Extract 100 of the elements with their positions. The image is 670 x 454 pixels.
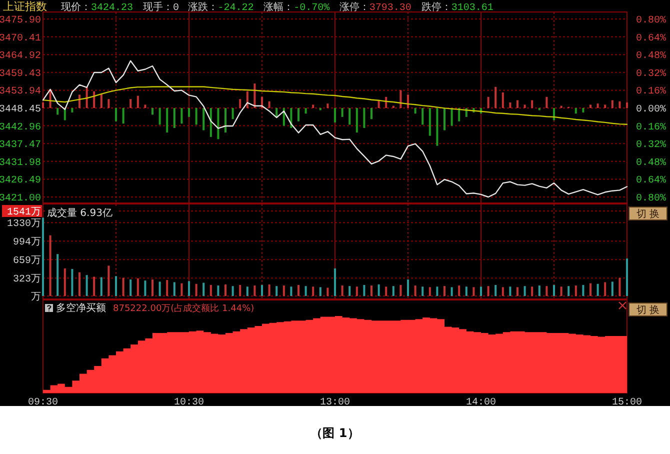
bar [122, 108, 124, 124]
bar [100, 277, 102, 296]
text: 现价：3424.23 [61, 1, 134, 14]
bar [450, 287, 453, 296]
y2-tick-label: 0.32% [636, 68, 666, 80]
bar [502, 92, 504, 108]
y-tick-label: 3459.43 [0, 68, 41, 80]
bar [516, 287, 518, 296]
y-tick-label: 3453.94 [0, 86, 41, 98]
bar [319, 287, 322, 296]
bar [611, 100, 614, 108]
y2-tick-label: 0.16% [636, 122, 666, 134]
bar [108, 99, 110, 108]
y2-tick-label: 0.16% [636, 86, 666, 98]
bar [618, 278, 621, 296]
bar [590, 283, 592, 296]
bar [312, 286, 314, 296]
bar [472, 287, 475, 296]
bar [173, 282, 176, 296]
bar [210, 108, 212, 137]
bar [268, 284, 270, 296]
bar [93, 276, 96, 296]
switch-button: 切 换 [628, 302, 668, 316]
y-tick-label: 3437.47 [0, 140, 41, 152]
bar [582, 284, 584, 296]
bar [531, 100, 534, 108]
bar [108, 266, 110, 296]
bar [356, 108, 358, 132]
y2-tick-label: 0.00% [636, 104, 666, 116]
y2-tick-label: 0.32% [636, 140, 666, 152]
bar [400, 90, 402, 108]
y-tick-label: 3442.96 [0, 122, 41, 134]
bar [604, 282, 606, 296]
bar [341, 108, 344, 117]
bar [42, 218, 44, 296]
bar [458, 286, 460, 296]
bar [465, 286, 468, 296]
bar [78, 94, 80, 108]
bar [524, 286, 526, 296]
bar [370, 108, 372, 120]
bar [166, 108, 168, 132]
bar [509, 286, 512, 296]
text: （图 1） [310, 426, 360, 440]
bar [254, 286, 256, 296]
bar [93, 91, 96, 108]
bar [596, 284, 599, 296]
bar [385, 286, 388, 296]
bar [239, 284, 242, 296]
bar [428, 287, 431, 296]
bar [100, 94, 102, 108]
y2-tick-label: 0.48% [636, 158, 666, 169]
bar [363, 108, 366, 128]
bar [370, 286, 372, 296]
bar [444, 286, 446, 296]
bar [56, 254, 59, 296]
bar [152, 108, 154, 115]
bar [49, 235, 52, 296]
bar [538, 286, 540, 296]
y-tick-label: 3448.45 [0, 104, 41, 116]
bar [136, 96, 139, 108]
bar [42, 102, 44, 108]
bar [334, 108, 336, 122]
bar [436, 108, 438, 146]
chart-title: 上证指数 [3, 0, 47, 13]
bar [590, 104, 592, 108]
bar [166, 280, 168, 296]
bar [71, 268, 74, 296]
bar [115, 108, 117, 122]
bar [144, 280, 146, 296]
bar [574, 108, 577, 114]
y2-tick-label: 0.64% [636, 33, 666, 44]
bar [276, 286, 278, 296]
line-series [42, 86, 628, 125]
bar [304, 108, 307, 114]
bar [553, 284, 555, 296]
bar [78, 272, 80, 296]
bar [195, 284, 198, 296]
bar [232, 108, 234, 120]
bar [560, 286, 562, 296]
bar [546, 96, 548, 108]
bar [450, 108, 453, 126]
bar [546, 286, 548, 296]
bar [516, 100, 518, 108]
bar [276, 108, 278, 117]
y-tick-label: 994万 [12, 236, 41, 249]
text: 涨跌：-24.22 [188, 1, 254, 14]
text: 涨幅：-0.70% [264, 1, 330, 14]
y-tick-label: 万 [31, 292, 41, 304]
chart-title: 多空净买额 [56, 302, 106, 314]
bar [524, 104, 526, 108]
bar [195, 108, 198, 125]
y2-tick-label: 0.80% [636, 16, 666, 26]
bar [378, 284, 380, 296]
bar [553, 108, 555, 120]
y-tick-label: 1330万 [6, 218, 41, 230]
bar [130, 99, 132, 108]
bar [502, 287, 504, 296]
bar [261, 284, 263, 296]
bar [180, 108, 183, 124]
bar [312, 104, 314, 108]
